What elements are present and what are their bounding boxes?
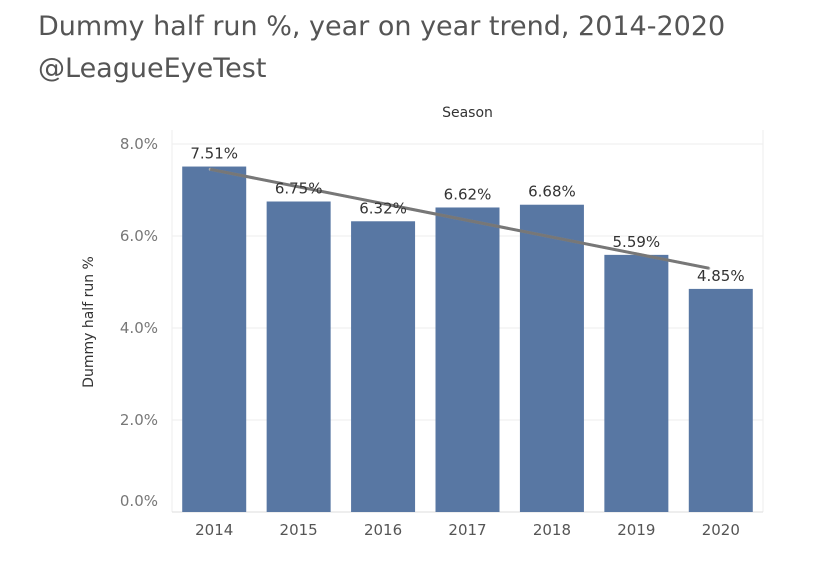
x-tick-label: 2017: [448, 521, 486, 539]
bars: [182, 166, 753, 513]
bar[interactable]: [688, 288, 753, 512]
y-tick-label: 0.0%: [120, 492, 158, 510]
y-tick-label: 6.0%: [120, 227, 158, 245]
trend-line-group: [208, 167, 711, 270]
data-label: 6.75%: [275, 180, 323, 198]
chart-title: Dummy half run %, year on year trend, 20…: [38, 6, 725, 90]
y-tick-label: 2.0%: [120, 411, 158, 429]
title-line-2: @LeagueEyeTest: [38, 53, 267, 84]
data-label: 5.59%: [613, 233, 661, 251]
bar[interactable]: [435, 207, 500, 513]
y-tick-label: 8.0%: [120, 135, 158, 153]
title-line-1: Dummy half run %, year on year trend, 20…: [38, 11, 726, 42]
data-label: 7.51%: [190, 145, 238, 163]
bar[interactable]: [351, 221, 416, 512]
x-tick-label: 2014: [195, 521, 233, 539]
bar[interactable]: [519, 204, 584, 512]
x-axis-title: Season: [442, 105, 493, 121]
data-label: 6.32%: [359, 199, 407, 217]
y-tick-label: 4.0%: [120, 319, 158, 337]
data-label: 6.68%: [528, 183, 576, 201]
x-tick-label: 2015: [280, 521, 318, 539]
x-axis-ticks: 2014 2015 2016 2017 2018 2019 2020: [195, 521, 740, 539]
trend-line: [208, 167, 711, 270]
x-tick-label: 2020: [702, 521, 740, 539]
bar[interactable]: [182, 166, 247, 513]
y-axis-title: Dummy half run %: [81, 256, 97, 388]
bar[interactable]: [266, 201, 331, 513]
x-tick-label: 2018: [533, 521, 571, 539]
data-labels: 7.51% 6.75% 6.32% 6.62% 6.68% 5.59% 4.85%: [190, 145, 744, 285]
data-label: 6.62%: [444, 185, 492, 203]
y-axis-ticks: 0.0% 2.0% 4.0% 6.0% 8.0%: [120, 135, 158, 510]
bar[interactable]: [604, 254, 669, 513]
data-label: 4.85%: [697, 267, 745, 285]
x-tick-label: 2019: [617, 521, 655, 539]
trend-line-shadow: [209, 167, 710, 270]
x-tick-label: 2016: [364, 521, 402, 539]
